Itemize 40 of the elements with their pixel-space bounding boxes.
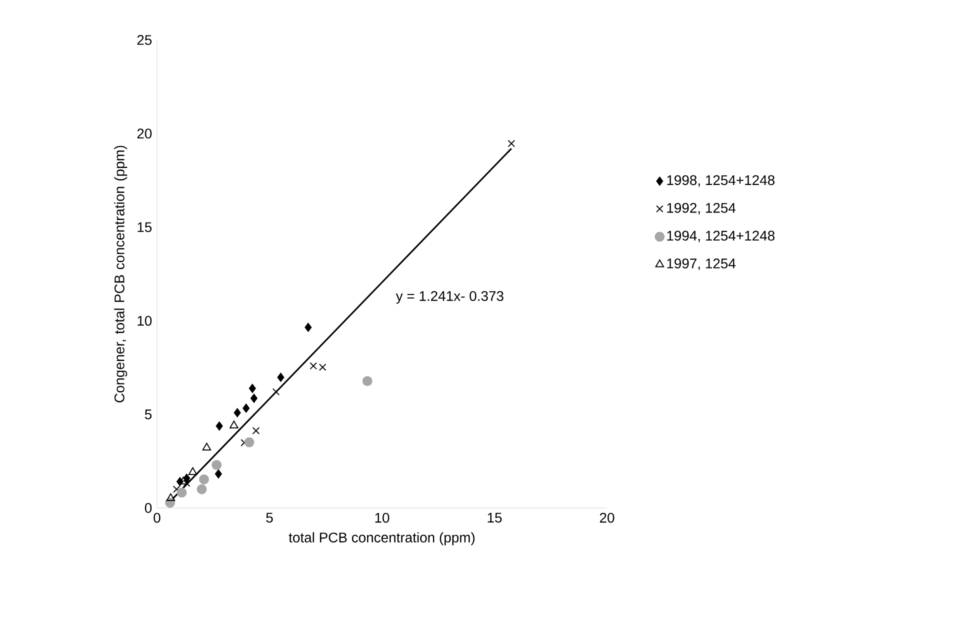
point xyxy=(277,372,284,382)
x-tick-label: 10 xyxy=(375,512,390,523)
point xyxy=(310,362,318,370)
y-tick-label: 0 xyxy=(144,503,152,513)
y-tick-label: 25 xyxy=(137,35,152,45)
point xyxy=(242,404,250,413)
x-tick-label: 5 xyxy=(266,512,273,523)
point xyxy=(230,420,238,428)
point xyxy=(214,469,222,478)
point xyxy=(508,140,516,148)
point xyxy=(318,364,326,371)
x-tick-label: 15 xyxy=(488,512,502,523)
legend-label: 1994, 1254+1248 xyxy=(667,230,774,242)
legend-label: 1992, 1254 xyxy=(667,202,736,215)
point xyxy=(234,408,241,418)
legend-label: 1997, 1254 xyxy=(667,258,736,270)
point xyxy=(244,437,254,448)
point xyxy=(248,384,256,393)
y-tick-label: 10 xyxy=(138,316,152,326)
y-axis-title: Congener, total PCB concentration (ppm) xyxy=(114,146,128,402)
point xyxy=(216,422,223,430)
point xyxy=(212,460,222,470)
point xyxy=(188,467,198,475)
point xyxy=(250,394,258,403)
x-axis-title: total PCB concentration (ppm) xyxy=(288,532,475,546)
y-tick-label: 15 xyxy=(138,222,152,232)
point xyxy=(202,442,212,450)
point xyxy=(183,480,190,487)
point xyxy=(176,488,187,498)
point xyxy=(304,322,312,332)
x-tick-label: 0 xyxy=(154,512,160,523)
x-tick-label: 20 xyxy=(600,512,614,523)
legend-label: 1998, 1254+1248 xyxy=(667,175,774,187)
y-tick-label: 5 xyxy=(144,410,152,420)
point xyxy=(252,427,260,434)
point xyxy=(199,474,210,484)
y-tick-label: 20 xyxy=(137,128,152,139)
annotation: y = 1.241x- 0.373 xyxy=(396,291,504,304)
point xyxy=(362,376,372,386)
point xyxy=(196,484,207,494)
